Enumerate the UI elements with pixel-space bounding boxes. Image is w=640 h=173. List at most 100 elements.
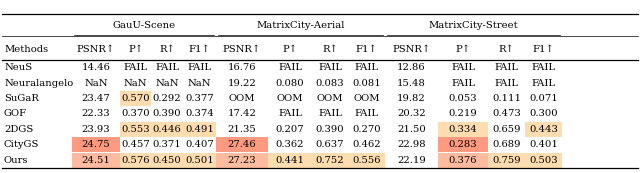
Bar: [216, 138, 268, 152]
Text: 0.556: 0.556: [352, 156, 381, 165]
Text: 0.689: 0.689: [492, 140, 521, 149]
Bar: [183, 153, 216, 168]
Text: F1↑: F1↑: [189, 45, 211, 54]
Text: FAIL: FAIL: [451, 79, 475, 88]
Text: 0.111: 0.111: [492, 94, 521, 103]
Text: 0.457: 0.457: [121, 140, 150, 149]
Text: P↑: P↑: [282, 45, 298, 54]
Text: 21.50: 21.50: [397, 125, 426, 134]
Text: 0.283: 0.283: [449, 140, 477, 149]
Bar: [72, 153, 120, 168]
Text: 0.374: 0.374: [185, 110, 214, 119]
Text: P↑: P↑: [456, 45, 470, 54]
Text: 0.371: 0.371: [152, 140, 181, 149]
Text: 17.42: 17.42: [228, 110, 257, 119]
Bar: [268, 153, 312, 168]
Text: 0.473: 0.473: [492, 110, 521, 119]
Text: R↑: R↑: [322, 45, 338, 54]
Text: FAIL: FAIL: [495, 63, 518, 72]
Text: 0.362: 0.362: [276, 140, 304, 149]
Text: F1↑: F1↑: [532, 45, 554, 54]
Bar: [525, 122, 562, 137]
Text: F1↑: F1↑: [356, 45, 378, 54]
Bar: [488, 153, 525, 168]
Text: 0.450: 0.450: [152, 156, 181, 165]
Text: 0.576: 0.576: [121, 156, 150, 165]
Text: 16.76: 16.76: [228, 63, 256, 72]
Text: 0.080: 0.080: [276, 79, 304, 88]
Bar: [120, 91, 151, 106]
Text: FAIL: FAIL: [318, 63, 342, 72]
Text: R↑: R↑: [159, 45, 175, 54]
Text: 27.46: 27.46: [228, 140, 256, 149]
Text: 0.401: 0.401: [529, 140, 558, 149]
Text: FAIL: FAIL: [188, 63, 211, 72]
Text: 12.86: 12.86: [397, 63, 426, 72]
Text: OOM: OOM: [228, 94, 255, 103]
Text: SuGaR: SuGaR: [4, 94, 39, 103]
Text: 2DGS: 2DGS: [4, 125, 33, 134]
Text: FAIL: FAIL: [531, 63, 556, 72]
Text: 0.292: 0.292: [153, 94, 181, 103]
Text: 0.071: 0.071: [529, 94, 558, 103]
Bar: [151, 122, 183, 137]
Text: FAIL: FAIL: [355, 63, 378, 72]
Text: Ours: Ours: [4, 156, 29, 165]
Text: NaN: NaN: [84, 79, 108, 88]
Text: PSNR↑: PSNR↑: [223, 45, 261, 54]
Text: 0.370: 0.370: [121, 110, 150, 119]
Bar: [312, 153, 348, 168]
Bar: [216, 153, 268, 168]
Text: 0.390: 0.390: [153, 110, 181, 119]
Text: 0.207: 0.207: [276, 125, 304, 134]
Bar: [438, 153, 488, 168]
Bar: [120, 153, 151, 168]
Text: 0.219: 0.219: [449, 110, 477, 119]
Text: NaN: NaN: [156, 79, 179, 88]
Text: FAIL: FAIL: [355, 110, 378, 119]
Text: 22.98: 22.98: [397, 140, 426, 149]
Text: GOF: GOF: [4, 110, 27, 119]
Text: 15.48: 15.48: [397, 79, 426, 88]
Text: NaN: NaN: [124, 79, 147, 88]
Text: 0.300: 0.300: [529, 110, 558, 119]
Text: 0.443: 0.443: [529, 125, 558, 134]
Text: P↑: P↑: [128, 45, 143, 54]
Text: 14.46: 14.46: [81, 63, 111, 72]
Bar: [525, 153, 562, 168]
Text: 23.47: 23.47: [82, 94, 110, 103]
Text: MatrixCity-Street: MatrixCity-Street: [429, 20, 518, 30]
Text: FAIL: FAIL: [278, 110, 302, 119]
Text: Neuralangelo: Neuralangelo: [4, 79, 73, 88]
Text: 0.503: 0.503: [529, 156, 558, 165]
Text: 22.33: 22.33: [82, 110, 110, 119]
Text: 0.659: 0.659: [492, 125, 521, 134]
Text: OOM: OOM: [276, 94, 303, 103]
Text: OOM: OOM: [317, 94, 343, 103]
Text: 20.32: 20.32: [397, 110, 426, 119]
Text: FAIL: FAIL: [124, 63, 147, 72]
Text: 0.446: 0.446: [152, 125, 181, 134]
Text: 0.376: 0.376: [449, 156, 477, 165]
Text: 19.82: 19.82: [397, 94, 426, 103]
Text: 24.51: 24.51: [81, 156, 111, 165]
Bar: [183, 122, 216, 137]
Text: PSNR↑: PSNR↑: [77, 45, 115, 54]
Text: 0.270: 0.270: [352, 125, 381, 134]
Text: 27.23: 27.23: [228, 156, 256, 165]
Text: 0.553: 0.553: [121, 125, 150, 134]
Text: FAIL: FAIL: [318, 110, 342, 119]
Text: 0.377: 0.377: [185, 94, 214, 103]
Bar: [151, 153, 183, 168]
Text: 0.759: 0.759: [492, 156, 521, 165]
Bar: [438, 122, 488, 137]
Text: OOM: OOM: [353, 94, 380, 103]
Text: FAIL: FAIL: [278, 63, 302, 72]
Bar: [120, 122, 151, 137]
Text: 0.752: 0.752: [316, 156, 344, 165]
Text: 0.501: 0.501: [185, 156, 214, 165]
Text: FAIL: FAIL: [155, 63, 179, 72]
Text: 24.75: 24.75: [82, 140, 110, 149]
Text: 0.053: 0.053: [449, 94, 477, 103]
Bar: [348, 153, 385, 168]
